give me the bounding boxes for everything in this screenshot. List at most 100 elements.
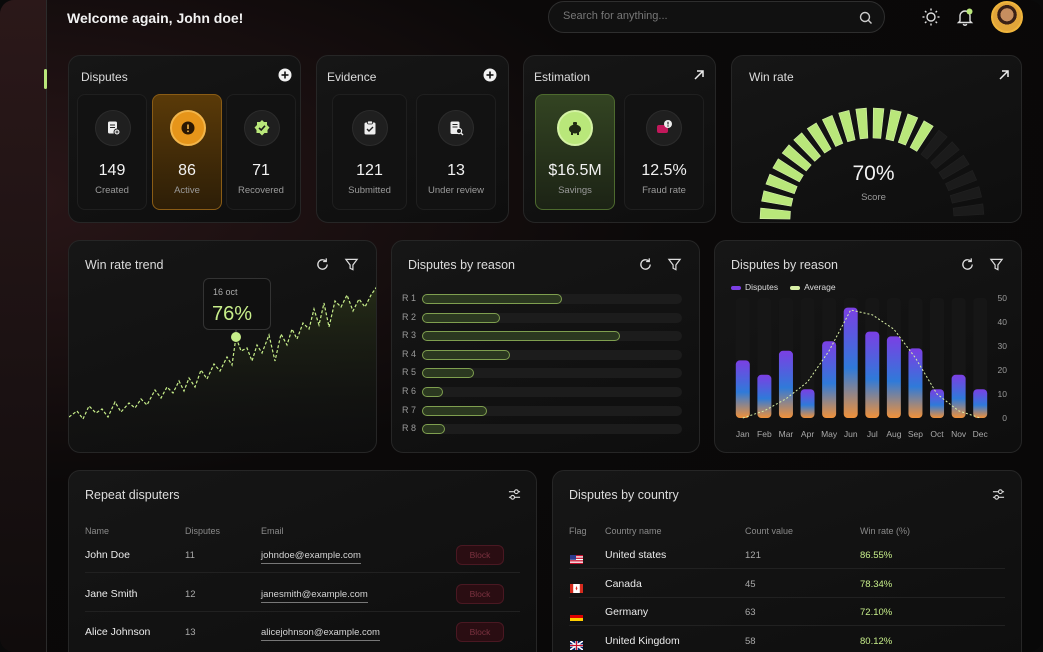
win-rate-label: Score bbox=[861, 192, 886, 203]
reason-track bbox=[422, 312, 682, 323]
dispute-bar[interactable] bbox=[951, 374, 966, 418]
disputes-by-month-title: Disputes by reason bbox=[731, 258, 839, 272]
reason-label: R 1 bbox=[402, 293, 417, 303]
gauge-segment bbox=[761, 190, 794, 207]
stat-recovered[interactable]: 71 Recovered bbox=[226, 94, 296, 210]
block-button[interactable]: Block bbox=[456, 583, 504, 604]
reason-bar bbox=[422, 424, 446, 435]
sun-icon[interactable] bbox=[921, 7, 941, 27]
y-tick-label: 30 bbox=[998, 341, 1008, 351]
x-tick-label: Sep bbox=[908, 429, 923, 439]
row-divider bbox=[569, 625, 1005, 627]
arrow-up-right-icon[interactable] bbox=[692, 68, 706, 82]
bar-track bbox=[973, 298, 988, 418]
refresh-icon[interactable] bbox=[315, 257, 330, 272]
stat-under-review[interactable]: 13 Under review bbox=[416, 94, 496, 210]
monthly-bar-chart: 50 40 30 20 10 0 Jan Feb Mar Apr May Jun Jul Aug Sep Oc… bbox=[735, 293, 1008, 439]
evidence-title: Evidence bbox=[327, 70, 377, 84]
y-tick-label: 20 bbox=[998, 365, 1008, 375]
reason-track bbox=[422, 368, 682, 379]
stat-active[interactable]: 86 Active bbox=[152, 94, 222, 210]
gauge-segment bbox=[885, 109, 902, 142]
y-tick-label: 10 bbox=[998, 389, 1008, 399]
col-name: Name bbox=[85, 526, 110, 536]
reason-label: R 8 bbox=[402, 423, 417, 434]
disputer-email[interactable]: alicejohnson@example.com bbox=[261, 627, 380, 642]
search-input[interactable] bbox=[563, 10, 843, 22]
us-flag-icon bbox=[570, 551, 583, 564]
dispute-bar[interactable] bbox=[973, 389, 988, 418]
country-name: United Kingdom bbox=[605, 635, 680, 648]
dispute-bar[interactable] bbox=[735, 360, 750, 418]
dispute-bar[interactable] bbox=[886, 336, 901, 418]
ca-flag-icon bbox=[570, 580, 583, 593]
dispute-bar[interactable] bbox=[822, 341, 837, 418]
document-search-icon bbox=[438, 110, 474, 146]
disputer-email[interactable]: johndoe@example.com bbox=[261, 550, 361, 564]
submitted-label: Submitted bbox=[348, 185, 391, 196]
stat-fraud-rate[interactable]: 12.5% Fraud rate bbox=[624, 94, 704, 210]
disputer-email[interactable]: janesmith@example.com bbox=[261, 589, 368, 603]
refresh-icon[interactable] bbox=[638, 257, 653, 272]
dispute-bar[interactable] bbox=[757, 374, 772, 418]
col-email: Email bbox=[261, 526, 284, 536]
dispute-bar[interactable] bbox=[800, 389, 815, 418]
savings-value: $16.5M bbox=[548, 162, 602, 179]
tooltip-date: 16 oct bbox=[213, 287, 238, 297]
x-tick-label: Jun bbox=[844, 429, 858, 439]
filter-icon[interactable] bbox=[344, 257, 359, 272]
repeat-disputers-card: Repeat disputers Name Disputes Email Joh… bbox=[68, 470, 537, 652]
reason-label: R 2 bbox=[402, 311, 417, 322]
under-review-label: Under review bbox=[428, 185, 484, 196]
gauge-segment bbox=[949, 186, 982, 204]
reason-bar bbox=[422, 331, 620, 342]
fraud-icon bbox=[646, 110, 682, 146]
welcome-message: Welcome again, John doe! bbox=[67, 10, 244, 26]
gauge-segment bbox=[838, 110, 856, 143]
gauge-segment bbox=[806, 122, 832, 154]
dispute-bar[interactable] bbox=[843, 307, 858, 418]
avatar[interactable] bbox=[991, 1, 1023, 33]
filter-icon[interactable] bbox=[989, 257, 1004, 272]
reason-bar bbox=[422, 312, 500, 323]
gauge-segment bbox=[855, 107, 869, 140]
filter-icon[interactable] bbox=[667, 257, 682, 272]
country-win-rate: 78.34% bbox=[860, 578, 893, 590]
disputer-name: John Doe bbox=[85, 549, 130, 561]
arrow-up-right-icon[interactable] bbox=[997, 68, 1011, 82]
reason-label: R 7 bbox=[402, 404, 417, 415]
block-button[interactable]: Block bbox=[456, 545, 504, 565]
country-name: United states bbox=[605, 549, 667, 561]
dispute-bar[interactable] bbox=[908, 348, 923, 418]
row-divider bbox=[569, 568, 1005, 569]
stat-created[interactable]: 149 Created bbox=[77, 94, 147, 210]
refresh-icon[interactable] bbox=[960, 257, 975, 272]
sliders-icon[interactable] bbox=[992, 488, 1005, 501]
stat-submitted[interactable]: 121 Submitted bbox=[332, 94, 407, 210]
gauge-segment bbox=[821, 114, 844, 147]
reason-label: R 6 bbox=[402, 386, 417, 396]
submitted-value: 121 bbox=[356, 162, 383, 179]
dispute-bar[interactable] bbox=[865, 331, 880, 418]
created-label: Created bbox=[95, 185, 129, 196]
disputer-name: Jane Smith bbox=[85, 587, 138, 600]
add-icon[interactable] bbox=[483, 68, 497, 82]
clipboard-check-icon bbox=[352, 110, 388, 146]
search-bar[interactable] bbox=[548, 1, 885, 33]
win-rate-gauge bbox=[759, 107, 985, 220]
reason-row: R 1 bbox=[402, 293, 684, 305]
sliders-icon[interactable] bbox=[508, 488, 521, 501]
bar-track bbox=[800, 298, 815, 418]
disputes-by-country-card: Disputes by country Flag Country name Co… bbox=[552, 470, 1022, 652]
piggy-bank-icon bbox=[557, 110, 593, 146]
dispute-bar[interactable] bbox=[778, 350, 793, 418]
x-tick-label: Aug bbox=[886, 429, 901, 439]
x-tick-label: Oct bbox=[930, 429, 944, 439]
add-icon[interactable] bbox=[278, 68, 292, 82]
search-icon[interactable] bbox=[858, 10, 874, 26]
country-win-rate: 86.55% bbox=[860, 550, 893, 561]
stat-savings[interactable]: $16.5M Savings bbox=[535, 94, 615, 210]
bell-icon[interactable] bbox=[955, 7, 975, 27]
block-button[interactable]: Block bbox=[456, 622, 504, 643]
